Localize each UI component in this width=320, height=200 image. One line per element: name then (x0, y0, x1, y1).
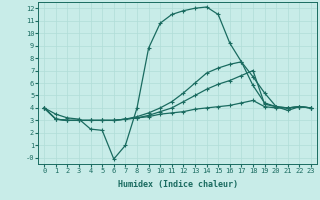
X-axis label: Humidex (Indice chaleur): Humidex (Indice chaleur) (118, 180, 238, 189)
